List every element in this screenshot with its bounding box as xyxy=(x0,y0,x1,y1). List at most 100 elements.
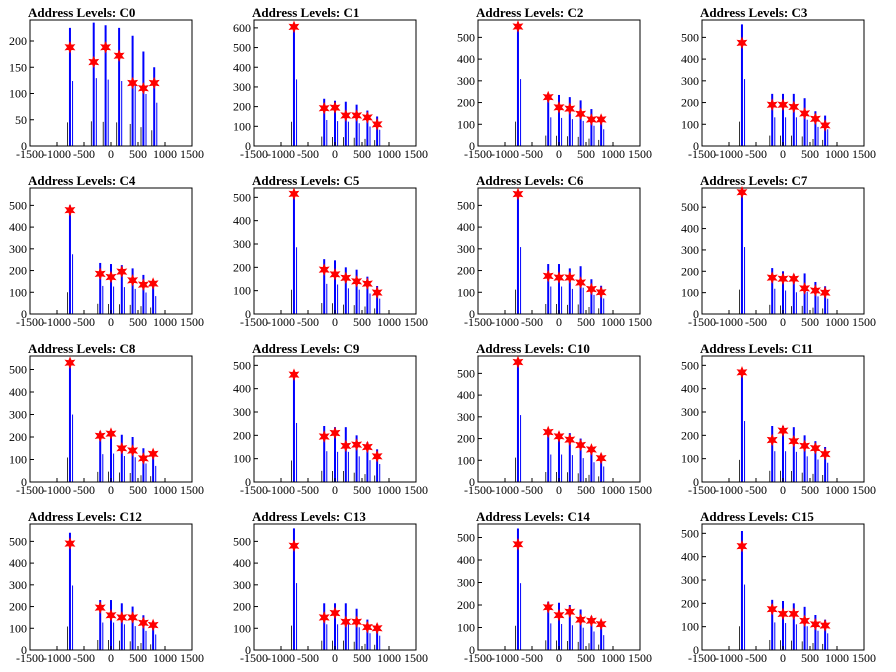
x-tick-label: 1500 xyxy=(852,315,876,329)
chart-panel: Address Levels: C0 0 50 100 150 200 -1500 -1000… xyxy=(0,0,224,168)
red-star-icon xyxy=(819,286,831,299)
red-star-icon xyxy=(777,272,789,286)
x-tick-label: 1500 xyxy=(180,147,204,161)
red-star-icon xyxy=(94,267,106,281)
y-tick-label: 200 xyxy=(457,432,475,446)
y-tick-label: 400 xyxy=(9,385,27,399)
red-star-icon xyxy=(88,55,100,69)
chart-panel: Address Levels: C3 0 100 200 300 400 500 -1500-… xyxy=(672,0,896,168)
red-star-icon xyxy=(329,426,341,440)
x-tick-label: -500 xyxy=(521,315,543,329)
x-tick-label: 500 xyxy=(353,651,371,665)
x-tick-label: 0 xyxy=(780,651,786,665)
x-tick-label: -1000 xyxy=(715,483,743,497)
x-tick-label: 1500 xyxy=(180,315,204,329)
x-tick-label: -1500 xyxy=(16,315,44,329)
x-tick-label: 1000 xyxy=(377,315,401,329)
y-tick-label: 100 xyxy=(681,286,699,300)
x-tick-label: -1500 xyxy=(464,651,492,665)
y-tick-label: 200 xyxy=(233,600,251,614)
red-star-icon xyxy=(512,20,524,33)
red-star-icon xyxy=(288,539,300,552)
x-tick-label: -1500 xyxy=(240,147,268,161)
y-tick-label: 0 xyxy=(245,139,251,153)
x-tick-label: -1000 xyxy=(267,483,295,497)
red-star-icon xyxy=(512,538,524,551)
red-star-icon xyxy=(340,439,352,453)
red-star-icon xyxy=(512,355,524,369)
red-star-icon xyxy=(64,537,76,550)
x-tick-label: 1500 xyxy=(628,483,652,497)
x-tick-label: 0 xyxy=(556,147,562,161)
x-tick-label: 500 xyxy=(577,147,595,161)
red-star-icon xyxy=(809,284,821,297)
y-tick-label: 200 xyxy=(457,264,475,278)
x-tick-label: 500 xyxy=(577,315,595,329)
x-tick-label: 1500 xyxy=(404,651,428,665)
red-star-icon xyxy=(564,271,576,284)
chart-svg: 0 100 200 300 400 500 -1500 -1000 -500 0 500 1000 15… xyxy=(457,523,652,665)
y-tick-label: 400 xyxy=(9,220,27,234)
x-tick-label: -500 xyxy=(73,315,95,329)
y-tick-label: 300 xyxy=(233,237,251,251)
y-tick-label: 400 xyxy=(681,550,699,564)
red-star-icon xyxy=(542,425,554,439)
red-star-icon xyxy=(361,440,373,454)
y-tick-label: 100 xyxy=(681,452,699,466)
red-star-icon xyxy=(148,76,160,90)
red-star-icon xyxy=(595,617,607,631)
y-tick-label: 0 xyxy=(21,139,27,153)
chart-title: Address Levels: C15 xyxy=(700,509,814,524)
red-star-icon xyxy=(564,433,576,446)
x-tick-label: 0 xyxy=(556,315,562,329)
plot-frame xyxy=(29,19,193,147)
y-tick-label: 500 xyxy=(9,198,27,212)
red-star-icon xyxy=(766,433,778,447)
red-star-icon xyxy=(116,442,128,455)
y-tick-label: 100 xyxy=(9,285,27,299)
chart-svg: 0 100 200 300 400 500 -1500 -1000 -500 0 500 1000 15… xyxy=(9,187,204,329)
y-tick-label: 0 xyxy=(21,643,27,657)
x-tick-label: 500 xyxy=(353,147,371,161)
red-star-icon xyxy=(575,438,587,452)
y-tick-label: 400 xyxy=(457,388,475,402)
x-tick-label: 1000 xyxy=(825,651,849,665)
y-tick-label: 400 xyxy=(457,52,475,66)
red-star-icon xyxy=(288,368,300,382)
x-tick-label: -500 xyxy=(297,651,319,665)
chart-title: Address Levels: C1 xyxy=(252,5,360,20)
y-tick-label: 300 xyxy=(233,80,251,94)
x-tick-label: -500 xyxy=(73,651,95,665)
x-tick-label: -1000 xyxy=(267,315,295,329)
x-tick-label: -1000 xyxy=(715,315,743,329)
x-tick-label: 1000 xyxy=(825,147,849,161)
chart-panel: Address Levels: C8 0 100 200 300 400 500 -1500-… xyxy=(0,336,224,504)
red-star-icon xyxy=(351,438,363,452)
red-star-icon xyxy=(113,49,125,62)
chart-svg: 0 100 200 300 400 500 -1500 -1000 -500 0 500 1000 15… xyxy=(457,187,652,329)
red-star-icon xyxy=(585,113,597,126)
x-tick-label: 500 xyxy=(353,315,371,329)
x-tick-label: 1000 xyxy=(601,651,625,665)
x-tick-label: -500 xyxy=(521,483,543,497)
red-star-icon xyxy=(371,286,383,299)
red-star-icon xyxy=(351,615,363,629)
chart-svg: 0 100 200 300 400 500 -1500 -1000 -500 0 500 1000 15… xyxy=(233,355,428,497)
red-star-icon xyxy=(94,429,106,443)
chart-svg: 0 100 200 300 400 500 -1500 -1000 -500 0 500 1000 15… xyxy=(681,19,876,161)
chart-panel: Address Levels: C12 0 100 200 300 400 500 -1500… xyxy=(0,504,224,672)
red-star-icon xyxy=(127,76,139,90)
chart-title: Address Levels: C0 xyxy=(28,5,136,20)
chart-svg: 0 100 200 300 400 500 -1500 -1000 -500 0 500 1000 15… xyxy=(9,355,204,497)
chart-title: Address Levels: C12 xyxy=(28,509,142,524)
red-star-icon xyxy=(329,267,341,281)
x-tick-label: -500 xyxy=(297,483,319,497)
x-tick-label: -500 xyxy=(745,147,767,161)
red-star-icon xyxy=(595,286,607,299)
y-tick-label: 500 xyxy=(233,41,251,55)
red-star-icon xyxy=(819,119,831,132)
x-tick-label: -500 xyxy=(297,315,319,329)
red-star-icon xyxy=(288,20,300,34)
red-star-icon xyxy=(127,273,139,287)
